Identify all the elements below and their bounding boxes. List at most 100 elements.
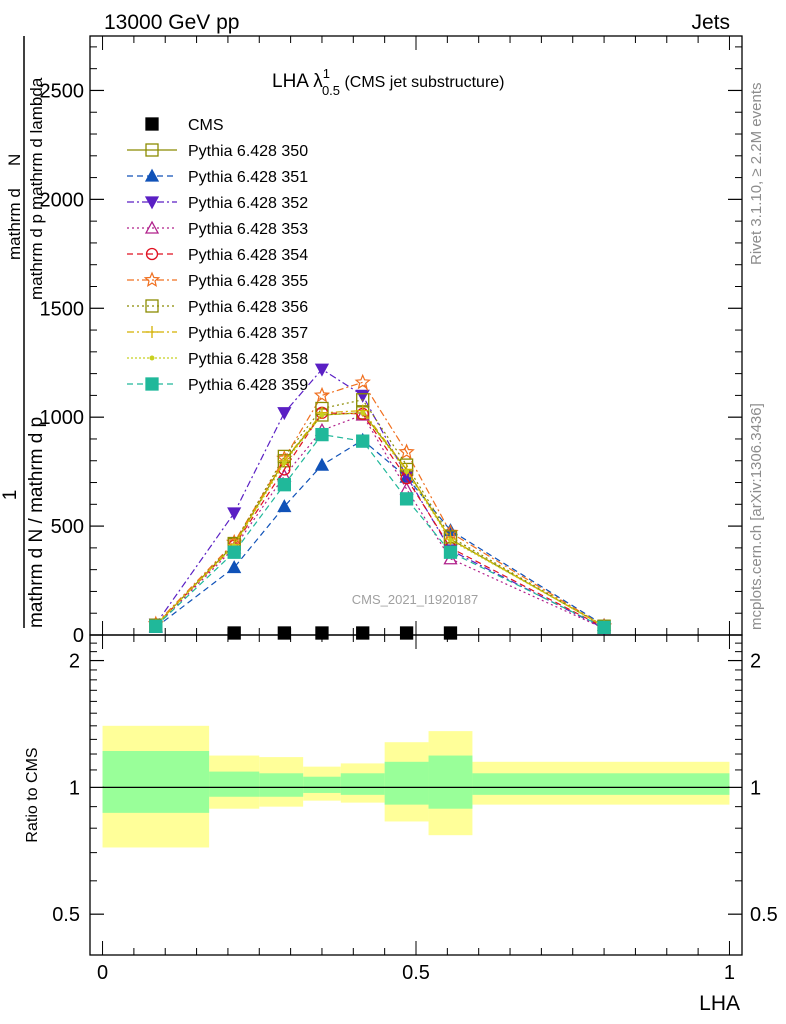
data-point (277, 478, 291, 492)
ratio-band-inner (303, 776, 341, 793)
ratio-ytick-label-right: 0.5 (750, 904, 778, 926)
data-point (319, 412, 325, 418)
data-point (314, 457, 330, 471)
legend-entry: Pythia 6.428 356 (127, 299, 308, 316)
legend-label: Pythia 6.428 355 (188, 273, 308, 290)
legend-entry: Pythia 6.428 351 (127, 168, 308, 186)
legend-label: Pythia 6.428 357 (188, 325, 308, 342)
legend-marker (149, 355, 155, 361)
series-line (155, 368, 605, 630)
ylabel-line-4: mathrm d lambda (27, 77, 46, 210)
ratio-band-inner (209, 771, 260, 797)
legend-marker (144, 196, 160, 210)
legend-marker (144, 168, 160, 182)
x-axis-label: LHA (699, 992, 740, 1015)
legend: CMS Pythia 6.428 350 Pythia 6.428 351 Pythi… (127, 117, 308, 394)
data-point (399, 626, 414, 640)
data-point (398, 443, 415, 459)
legend-entry: Pythia 6.428 359 (127, 377, 308, 394)
main-ytick-label: 2500 (40, 80, 85, 102)
plot-title: LHA λ1 0.5 (CMS jet substructure) (272, 66, 505, 98)
legend-marker (145, 247, 159, 261)
data-point (277, 407, 292, 421)
legend-label: Pythia 6.428 356 (188, 299, 308, 316)
legend-entry: Pythia 6.428 358 (127, 351, 308, 368)
main-ytick-label: 2000 (40, 189, 85, 211)
data-point (313, 386, 331, 403)
data-point (277, 499, 292, 513)
legend-entry: Pythia 6.428 353 (127, 220, 308, 238)
data-point (227, 626, 241, 640)
legend-label: Pythia 6.428 354 (188, 247, 308, 264)
ylabel-line-1: 1 (0, 490, 21, 501)
ylabel-line-3: mathrm d p (27, 214, 46, 300)
ylabel-line-6: N (5, 154, 24, 166)
data-point (227, 507, 242, 521)
data-point (597, 620, 611, 635)
plot-title-main: LHA λ (272, 71, 323, 92)
data-point (149, 619, 163, 633)
data-point (354, 373, 371, 390)
legend-entry: Pythia 6.428 354 (127, 247, 308, 264)
series-line (155, 381, 605, 627)
legend-marker (146, 326, 158, 338)
legend-label: Pythia 6.428 350 (188, 143, 308, 160)
main-ytick-label: 0 (73, 625, 84, 647)
legend-label: Pythia 6.428 352 (188, 195, 308, 212)
series-0 (227, 626, 458, 640)
rivet-label: Rivet 3.1.10, ≥ 2.2M events (748, 83, 765, 266)
legend-label: Pythia 6.428 353 (188, 221, 308, 238)
ratio-ytick-label-right: 2 (750, 651, 761, 673)
header-right: Jets (691, 11, 730, 34)
legend-entry: Pythia 6.428 352 (127, 195, 308, 212)
legend-marker (145, 117, 159, 131)
legend-label: CMS (188, 117, 224, 134)
legend-entry: Pythia 6.428 355 (127, 271, 308, 290)
data-point (443, 545, 458, 559)
ratio-ytick-label: 2 (69, 651, 80, 673)
data-point (443, 626, 458, 640)
data-point (281, 460, 287, 466)
legend-entry: Pythia 6.428 357 (127, 325, 308, 342)
data-point (227, 545, 241, 559)
ratio-ylabel: Ratio to CMS (24, 747, 41, 842)
ratio-band-inner (428, 755, 473, 809)
data-point (315, 427, 329, 442)
ratio-panel: 0.5 0.5 1 1 2 2 0 0.5 1 (52, 634, 778, 984)
x-tick-label: 1 (724, 962, 735, 984)
header-left: 13000 GeV pp (104, 11, 239, 34)
legend-marker (145, 299, 159, 313)
x-tick-label: 0 (97, 962, 108, 984)
main-ytick-label: 1000 (40, 407, 85, 429)
plot-title-sub: 0.5 (322, 83, 340, 98)
series-line (155, 433, 605, 628)
ratio-ytick-label: 0.5 (52, 904, 80, 926)
legend-marker (144, 220, 160, 234)
plot-title-sup: 1 (323, 66, 330, 81)
ratio-band-inner (259, 773, 304, 797)
series-line (155, 414, 605, 630)
ratio-band-inner (102, 750, 210, 813)
plot-title-tail: (CMS jet substructure) (340, 74, 504, 91)
data-point (360, 410, 366, 416)
data-point (404, 469, 410, 475)
legend-marker (145, 377, 159, 391)
legend-label: Pythia 6.428 359 (188, 377, 308, 394)
main-panel: 0 500 1000 1500 2000 2500 (40, 35, 743, 647)
legend-label: Pythia 6.428 351 (188, 169, 308, 186)
ratio-band-inner (384, 761, 429, 805)
data-point (399, 492, 414, 506)
series-line (155, 409, 605, 627)
data-point (314, 363, 330, 377)
legend-marker (143, 271, 161, 287)
x-tick-label: 0.5 (402, 962, 430, 984)
ratio-ytick-label: 1 (69, 777, 80, 799)
data-point (277, 626, 291, 640)
data-point (227, 560, 242, 574)
mcplots-label: mcplots.cern.ch [arXiv:1306.3436] (748, 403, 765, 630)
ylabel-line-5: mathrm d (5, 188, 24, 260)
data-point (356, 626, 370, 640)
legend-entry: CMS (145, 117, 224, 134)
data-point (356, 434, 370, 448)
ratio-ytick-label-right: 1 (750, 777, 761, 799)
